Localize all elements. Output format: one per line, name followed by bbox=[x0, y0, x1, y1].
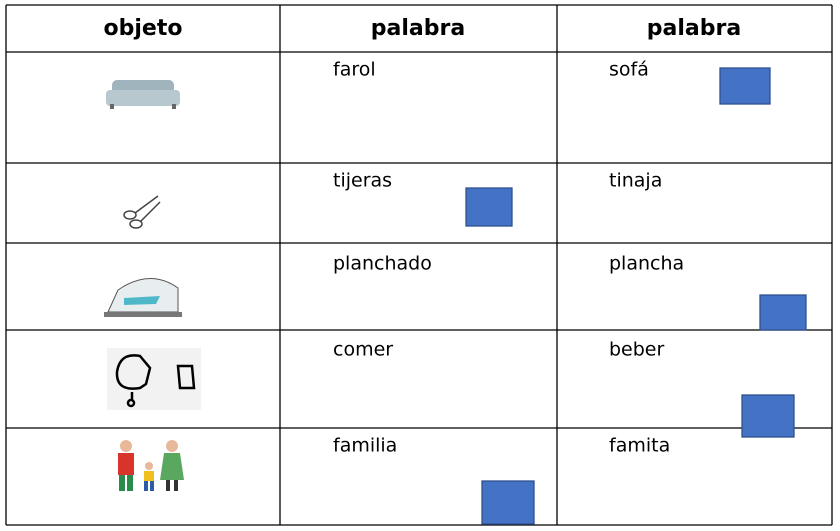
word-option[interactable]: plancha bbox=[609, 253, 684, 275]
header-cell: objeto bbox=[104, 16, 183, 41]
table-grid bbox=[5, 4, 833, 526]
answer-box[interactable] bbox=[465, 187, 513, 227]
answer-box[interactable] bbox=[481, 480, 535, 525]
header-cell: palabra bbox=[371, 16, 465, 41]
sofa-icon bbox=[106, 80, 180, 109]
scissors-icon bbox=[123, 195, 161, 229]
word-option[interactable]: comer bbox=[333, 339, 393, 361]
word-option[interactable]: famita bbox=[609, 435, 670, 457]
word-option[interactable]: tinaja bbox=[609, 170, 662, 192]
answer-box[interactable] bbox=[741, 394, 795, 438]
family-icon bbox=[118, 440, 184, 491]
word-option[interactable]: beber bbox=[609, 339, 665, 361]
word-option[interactable]: familia bbox=[333, 435, 397, 457]
word-option[interactable]: sofá bbox=[609, 59, 649, 81]
answer-box[interactable] bbox=[719, 67, 771, 105]
word-option[interactable]: planchado bbox=[333, 253, 432, 275]
header-cell: palabra bbox=[647, 16, 741, 41]
word-option[interactable]: tijeras bbox=[333, 170, 392, 192]
drink-icon bbox=[107, 348, 201, 410]
word-option[interactable]: farol bbox=[333, 59, 376, 81]
answer-box[interactable] bbox=[759, 294, 807, 331]
iron-icon bbox=[104, 278, 182, 317]
